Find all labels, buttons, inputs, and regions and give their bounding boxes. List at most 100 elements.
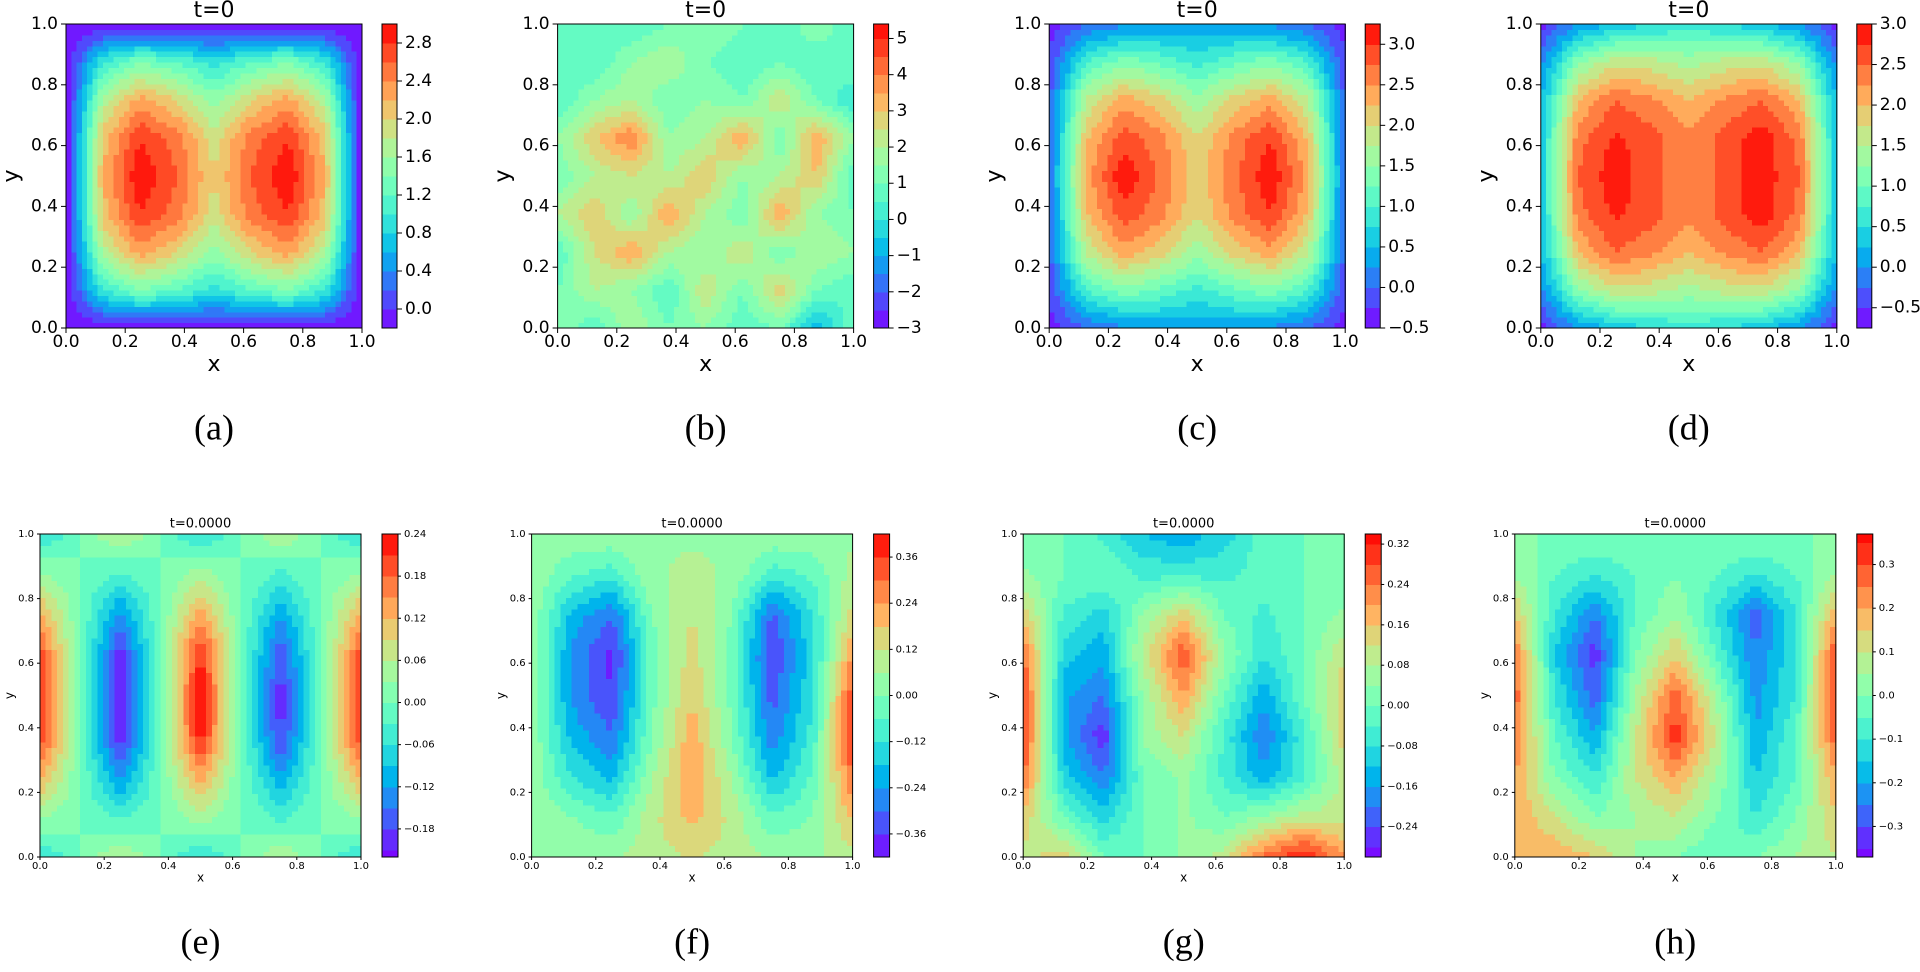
contour-cell: [87, 295, 94, 302]
contour-cell: [303, 235, 310, 242]
contour-cell: [806, 176, 812, 183]
contour-cell: [155, 40, 162, 47]
contour-cell: [145, 127, 152, 134]
contour-cell: [684, 279, 691, 286]
contour-cell: [795, 246, 802, 253]
contour-cell: [340, 116, 347, 123]
contour-cell: [81, 197, 88, 204]
contour-cell: [198, 34, 205, 41]
contour-cell: [161, 72, 168, 79]
contour-cell: [219, 257, 226, 264]
contour-cell: [568, 246, 575, 253]
contour-cell: [695, 290, 701, 297]
contour-cell: [240, 230, 247, 237]
contour-cell: [774, 241, 781, 248]
contour-cell: [177, 295, 183, 302]
contour-cell: [219, 78, 226, 85]
contour-cell: [288, 295, 294, 302]
contour-cell: [346, 284, 353, 291]
contour-cell: [97, 224, 104, 231]
contour-cell: [208, 148, 215, 155]
contour-cell: [187, 279, 194, 286]
contour-cell: [325, 51, 331, 58]
contour-cell: [689, 279, 696, 286]
contour-cell: [266, 252, 273, 259]
contour-cell: [87, 300, 94, 307]
contour-cell: [605, 279, 612, 286]
contour-cell: [631, 208, 638, 215]
contour-cell: [76, 279, 83, 286]
contour-cell: [298, 132, 305, 139]
contour-cell: [161, 94, 168, 101]
contour-cell: [166, 40, 173, 47]
contour-cell: [832, 322, 839, 329]
contour-cell: [71, 51, 78, 58]
contour-cell: [811, 311, 818, 318]
contour-cell: [610, 192, 617, 199]
contour-cell: [599, 224, 606, 231]
contour-cell: [71, 83, 78, 90]
contour-cell: [356, 132, 363, 139]
contour-cell: [277, 159, 284, 166]
contour-cell: [240, 219, 247, 226]
contour-cell: [66, 40, 72, 47]
contour-cell: [594, 192, 601, 199]
contour-cell: [256, 203, 263, 210]
contour-cell: [843, 235, 849, 242]
contour-cell: [251, 148, 257, 155]
contour-cell: [832, 186, 839, 193]
contour-cell: [716, 214, 723, 221]
contour-cell: [256, 24, 263, 31]
contour-cell: [140, 208, 146, 215]
contour-cell: [219, 300, 226, 307]
contour-cell: [319, 67, 326, 74]
contour-cell: [240, 45, 247, 52]
contour-cell: [113, 273, 120, 280]
contour-cell: [584, 148, 590, 155]
contour-cell: [795, 252, 802, 259]
contour-cell: [330, 219, 337, 226]
contour-cell: [203, 246, 210, 253]
contour-cell: [827, 268, 834, 275]
x-tick-label: 1.0: [348, 332, 375, 352]
contour-cell: [631, 214, 638, 221]
contour-cell: [71, 89, 78, 96]
contour-cell: [182, 165, 189, 172]
contour-cell: [92, 132, 99, 139]
contour-cell: [113, 230, 120, 237]
contour-cell: [187, 311, 194, 318]
contour-cell: [71, 110, 78, 117]
contour-cell: [335, 246, 342, 253]
contour-cell: [747, 170, 754, 177]
contour-cell: [97, 62, 104, 69]
contour-cell: [325, 262, 331, 269]
contour-cell: [203, 45, 210, 52]
contour-cell: [747, 230, 754, 237]
contour-cell: [256, 317, 263, 324]
contour-cell: [811, 246, 818, 253]
contour-cell: [71, 284, 78, 291]
contour-cell: [584, 279, 590, 286]
contour-cell: [298, 284, 305, 291]
contour-cell: [843, 311, 849, 318]
contour-cell: [758, 197, 765, 204]
contour-cell: [721, 317, 728, 324]
contour-cell: [171, 24, 178, 31]
contour-cell: [758, 279, 765, 286]
contour-cell: [71, 235, 78, 242]
contour-cell: [187, 148, 194, 155]
contour-cell: [557, 268, 564, 275]
contour-cell: [145, 192, 152, 199]
contour-cell: [182, 100, 189, 107]
contour-cell: [229, 51, 236, 58]
contour-cell: [150, 159, 157, 166]
contour-cell: [214, 170, 220, 177]
contour-cell: [806, 219, 812, 226]
contour-cell: [763, 268, 770, 275]
contour-cell: [161, 165, 168, 172]
contour-cell: [340, 94, 347, 101]
contour-cell: [150, 208, 157, 215]
contour-cell: [821, 322, 828, 329]
contour-cell: [589, 159, 596, 166]
contour-cell: [182, 268, 189, 275]
